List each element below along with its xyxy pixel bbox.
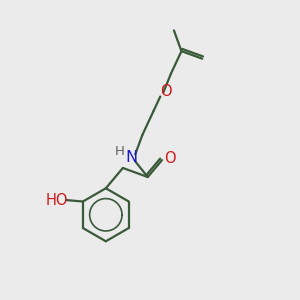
- Text: H: H: [114, 145, 124, 158]
- Text: N: N: [126, 150, 138, 165]
- Text: HO: HO: [45, 193, 68, 208]
- Text: O: O: [164, 151, 176, 166]
- Text: O: O: [160, 84, 171, 99]
